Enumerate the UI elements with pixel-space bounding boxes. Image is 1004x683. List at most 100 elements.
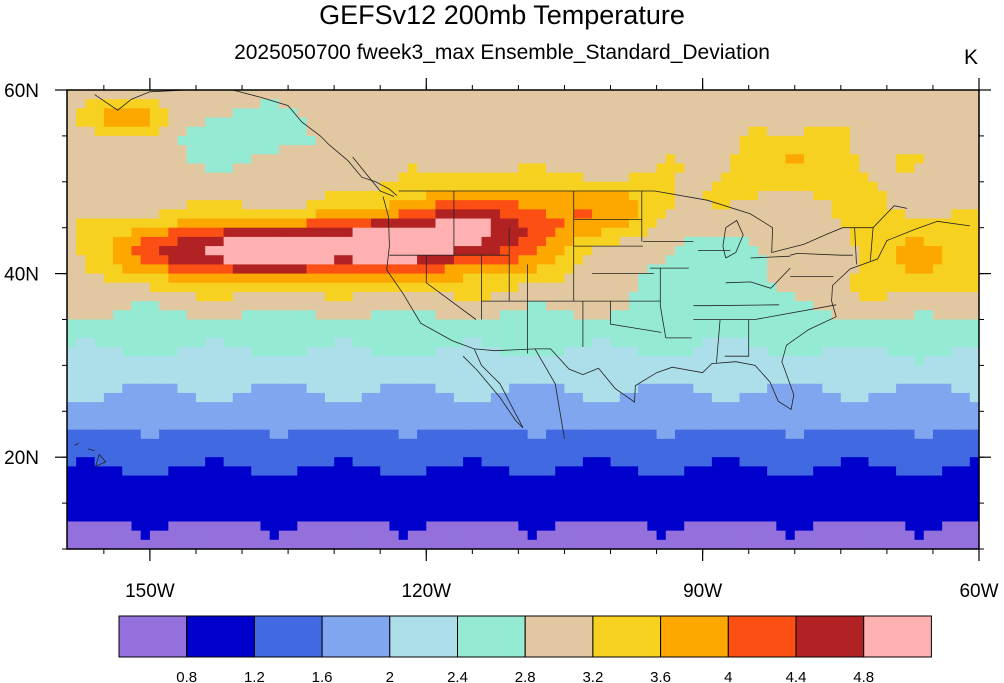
field-cell [113, 282, 123, 293]
field-cell [767, 429, 777, 440]
field-cell [94, 475, 105, 486]
field-cell [730, 356, 741, 366]
field-cell [269, 448, 280, 458]
field-cell [886, 356, 897, 366]
field-cell [398, 328, 409, 339]
field-cell [592, 218, 602, 229]
field-cell [453, 402, 464, 412]
field-cell [288, 475, 298, 486]
field-cell [877, 301, 888, 311]
field-cell [619, 457, 630, 467]
field-cell [914, 108, 925, 119]
field-cell [638, 227, 648, 238]
field-cell [288, 539, 298, 550]
field-cell [426, 246, 437, 256]
field-cell [472, 209, 483, 220]
field-cell [315, 236, 326, 247]
field-cell [647, 264, 658, 275]
field-cell [702, 227, 713, 238]
field-cell [546, 154, 556, 165]
field-cell [67, 337, 77, 348]
field-cell [730, 521, 741, 532]
field-cell [711, 126, 722, 137]
field-cell [675, 429, 685, 440]
field-cell [140, 503, 151, 513]
field-cell [195, 420, 206, 431]
field-cell [214, 503, 225, 513]
field-cell [877, 466, 888, 477]
field-cell [850, 383, 860, 394]
field-cell [260, 402, 271, 412]
field-cell [195, 466, 206, 477]
field-cell [417, 503, 427, 513]
field-cell [564, 530, 575, 541]
field-cell [67, 466, 77, 477]
field-cell [306, 117, 317, 128]
field-cell [94, 328, 105, 339]
field-cell [684, 503, 695, 513]
field-cell [582, 310, 593, 321]
field-cell [315, 420, 326, 431]
field-cell [113, 484, 123, 495]
field-cell [619, 246, 630, 256]
field-cell [951, 301, 962, 311]
field-cell [748, 319, 759, 330]
field-cell [592, 181, 602, 192]
field-cell [555, 145, 566, 155]
field-cell [435, 246, 446, 256]
field-cell [638, 209, 648, 220]
field-cell [721, 319, 731, 330]
field-cell [407, 99, 418, 109]
field-cell [499, 301, 510, 311]
field-cell [159, 172, 169, 183]
field-cell [306, 264, 317, 275]
field-cell [159, 310, 169, 321]
field-cell [739, 392, 750, 403]
field-cell [361, 264, 372, 275]
field-cell [242, 374, 252, 385]
field-cell [315, 126, 326, 137]
field-cell [490, 135, 501, 146]
field-cell [628, 402, 639, 412]
field-cell [573, 90, 584, 100]
field-cell [76, 512, 87, 523]
field-cell [803, 457, 814, 467]
field-cell [610, 475, 621, 486]
field-cell [721, 365, 731, 376]
field-cell [628, 117, 639, 128]
field-cell [813, 99, 823, 109]
field-cell [702, 117, 713, 128]
field-cell [288, 282, 298, 293]
field-cell [435, 448, 446, 458]
field-cell [969, 530, 980, 541]
field-cell [444, 383, 455, 394]
field-cell [675, 90, 685, 100]
field-cell [647, 512, 658, 523]
field-cell [315, 521, 326, 532]
field-cell [380, 484, 391, 495]
field-cell [886, 209, 897, 220]
field-cell [371, 209, 381, 220]
field-cell [361, 521, 372, 532]
field-cell [555, 291, 566, 302]
field-cell [619, 154, 630, 165]
field-cell [122, 374, 133, 385]
field-cell [665, 126, 676, 137]
field-cell [426, 420, 437, 431]
field-cell [527, 282, 538, 293]
field-cell [702, 236, 713, 247]
field-cell [656, 328, 667, 339]
field-cell [573, 273, 584, 284]
field-cell [251, 448, 262, 458]
field-cell [297, 154, 308, 165]
field-cell [813, 255, 823, 266]
field-cell [951, 255, 962, 266]
field-cell [297, 503, 308, 513]
field-cell [232, 457, 243, 467]
field-cell [628, 145, 639, 155]
field-cell [877, 117, 888, 128]
field-cell [324, 347, 335, 357]
field-cell [177, 530, 188, 541]
field-cell [693, 99, 704, 109]
field-cell [352, 291, 363, 302]
